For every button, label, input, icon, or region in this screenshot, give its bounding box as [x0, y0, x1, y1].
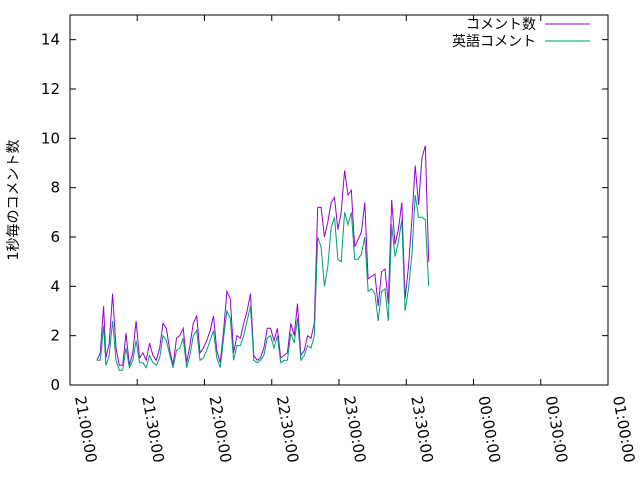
y-tick-label: 8	[50, 179, 60, 197]
y-tick-label: 0	[50, 376, 60, 394]
series-lines	[96, 145, 430, 371]
y-tick-label: 6	[50, 228, 60, 246]
y-axis-label: 1秒毎のコメント数	[6, 140, 22, 261]
x-tick-label: 21:30:00	[138, 395, 167, 464]
plot-frame	[69, 14, 609, 386]
x-tick-label: 23:30:00	[407, 395, 436, 464]
series-line-0	[96, 145, 430, 366]
legend-label-0: コメント数	[466, 17, 536, 33]
x-tick-label: 00:30:00	[542, 395, 571, 464]
y-axis-ticks: 0 2 4 6 8 10 12 14	[41, 31, 608, 394]
x-tick-label: 22:00:00	[206, 395, 235, 464]
x-tick-label: 00:00:00	[475, 395, 504, 464]
series-line-1	[96, 195, 430, 371]
legend-label-1: 英語コメント	[452, 33, 536, 50]
x-tick-label: 23:00:00	[340, 395, 369, 464]
y-tick-label: 14	[41, 31, 60, 49]
x-tick-label: 22:30:00	[273, 395, 302, 464]
y-tick-label: 2	[50, 327, 60, 345]
y-tick-label: 4	[50, 277, 60, 295]
x-tick-label: 01:00:00	[609, 395, 638, 464]
x-tick-label: 21:00:00	[71, 395, 100, 464]
y-tick-label: 10	[41, 129, 60, 147]
y-tick-label: 12	[41, 80, 60, 98]
plot-border	[69, 14, 609, 386]
